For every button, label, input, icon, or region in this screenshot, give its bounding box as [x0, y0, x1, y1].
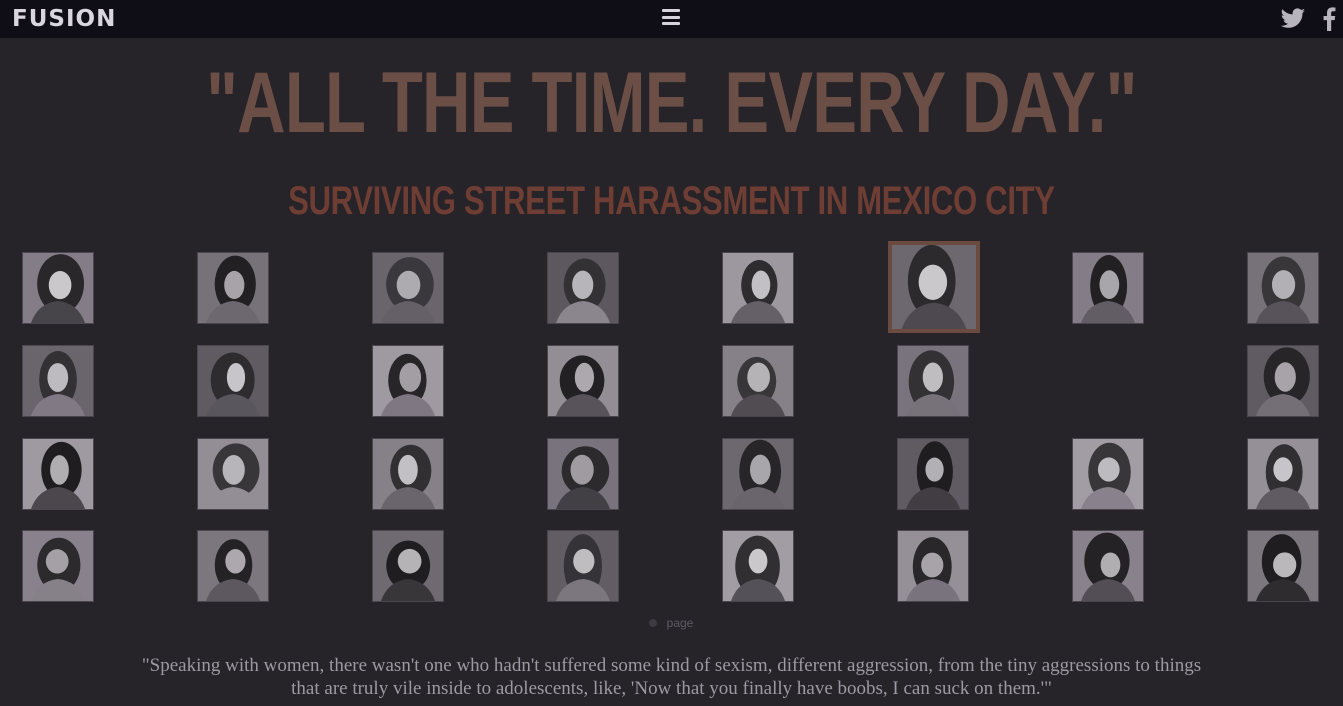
- portrait-image: [373, 253, 443, 323]
- portrait-thumbnail[interactable]: [722, 345, 794, 417]
- portrait-image: [373, 531, 443, 601]
- portrait-image: [723, 253, 793, 323]
- top-navigation-bar: FUSION: [0, 0, 1343, 38]
- portrait-thumbnail[interactable]: [547, 530, 619, 602]
- portrait-thumbnail[interactable]: [722, 438, 794, 510]
- portrait-image: [548, 531, 618, 601]
- portrait-thumbnail[interactable]: [888, 241, 980, 333]
- portrait-thumbnail[interactable]: [547, 252, 619, 324]
- portrait-thumbnail[interactable]: [1247, 438, 1319, 510]
- portrait-thumbnail[interactable]: [722, 252, 794, 324]
- portrait-image: [23, 346, 93, 416]
- menu-icon-bar: [662, 22, 680, 25]
- portrait-thumbnail[interactable]: [22, 345, 94, 417]
- menu-icon-bar: [662, 9, 680, 12]
- portrait-image: [198, 439, 268, 509]
- portrait-image: [898, 531, 968, 601]
- quote-line-1: "Speaking with women, there wasn't one w…: [141, 655, 1202, 676]
- portrait-image: [198, 253, 268, 323]
- portrait-image: [548, 346, 618, 416]
- testimonial-quote: "Speaking with women, there wasn't one w…: [70, 654, 1273, 700]
- portrait-image: [723, 346, 793, 416]
- portrait-thumbnail[interactable]: [197, 345, 269, 417]
- portrait-image: [1248, 531, 1318, 601]
- portrait-thumbnail[interactable]: [547, 438, 619, 510]
- portrait-thumbnail[interactable]: [722, 530, 794, 602]
- portrait-image: [898, 346, 968, 416]
- portrait-thumbnail[interactable]: [197, 252, 269, 324]
- portrait-thumbnail[interactable]: [897, 438, 969, 510]
- twitter-icon[interactable]: [1279, 8, 1307, 30]
- portrait-thumbnail[interactable]: [22, 252, 94, 324]
- portrait-thumbnail[interactable]: [22, 438, 94, 510]
- portrait-image: [548, 439, 618, 509]
- portrait-image: [548, 253, 618, 323]
- portrait-thumbnail[interactable]: [1072, 438, 1144, 510]
- portrait-thumbnail[interactable]: [372, 252, 444, 324]
- portrait-image: [1073, 439, 1143, 509]
- portrait-image: [1073, 253, 1143, 323]
- page-title: "ALL THE TIME. EVERY DAY.": [206, 55, 1137, 151]
- portrait-thumbnail[interactable]: [197, 438, 269, 510]
- portrait-thumbnail[interactable]: [1247, 530, 1319, 602]
- portrait-image: [23, 439, 93, 509]
- fusion-logo[interactable]: FUSION: [12, 6, 117, 32]
- portrait-thumbnail[interactable]: [197, 530, 269, 602]
- portrait-thumbnail[interactable]: [1247, 345, 1319, 417]
- hamburger-menu-icon[interactable]: [662, 6, 680, 28]
- portrait-thumbnail[interactable]: [897, 345, 969, 417]
- portrait-image: [1073, 531, 1143, 601]
- portrait-thumbnail[interactable]: [897, 530, 969, 602]
- portrait-thumbnail[interactable]: [1247, 252, 1319, 324]
- portrait-image: [23, 253, 93, 323]
- portrait-thumbnail[interactable]: [547, 345, 619, 417]
- portrait-image: [23, 531, 93, 601]
- portrait-thumbnail[interactable]: [372, 345, 444, 417]
- portrait-image: [723, 531, 793, 601]
- portrait-image: [1248, 439, 1318, 509]
- portrait-image: [1248, 346, 1318, 416]
- facebook-icon[interactable]: [1322, 7, 1336, 31]
- portrait-image: [723, 439, 793, 509]
- pager-dot[interactable]: [648, 619, 657, 627]
- portrait-image: [892, 245, 976, 329]
- menu-icon-bar: [662, 15, 680, 19]
- portrait-thumbnail[interactable]: [372, 438, 444, 510]
- portrait-thumbnail[interactable]: [372, 530, 444, 602]
- pager-label[interactable]: page: [666, 616, 694, 630]
- portrait-thumbnail[interactable]: [1072, 252, 1144, 324]
- portrait-image: [898, 439, 968, 509]
- quote-line-2: that are truly vile inside to adolescent…: [291, 678, 1052, 699]
- page-subtitle: SURVIVING STREET HARASSMENT IN MEXICO CI…: [288, 179, 1055, 223]
- portrait-image: [198, 346, 268, 416]
- portrait-thumbnail[interactable]: [1072, 530, 1144, 602]
- portrait-thumbnail[interactable]: [22, 530, 94, 602]
- portrait-image: [373, 346, 443, 416]
- portrait-image: [373, 439, 443, 509]
- portrait-image: [198, 531, 268, 601]
- portrait-image: [1248, 253, 1318, 323]
- pagination: page: [638, 614, 704, 632]
